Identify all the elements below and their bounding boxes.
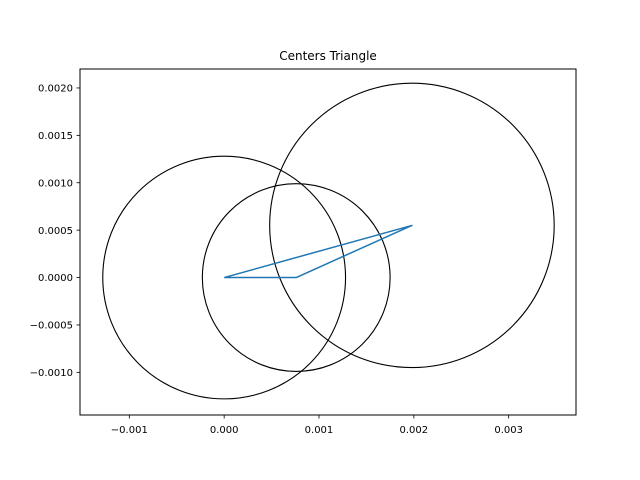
y-tick-label: −0.0010 <box>30 368 73 379</box>
x-axis: −0.001 0.000 0.001 0.002 0.003 <box>111 415 523 436</box>
y-tick-label: 0.0010 <box>38 178 73 189</box>
x-tick-label: 0.001 <box>305 425 334 436</box>
x-tick-label: −0.001 <box>111 425 148 436</box>
circle-1 <box>102 155 347 400</box>
x-tick-label: 0.000 <box>210 425 239 436</box>
y-tick-label: 0.0020 <box>38 84 73 95</box>
y-axis: −0.0010 −0.0005 0.0000 0.0005 0.0010 0.0015 0.… <box>30 84 80 379</box>
y-tick-label: 0.0005 <box>38 226 73 237</box>
x-tick-label: 0.003 <box>494 425 523 436</box>
circle-2 <box>201 183 391 372</box>
y-tick-label: 0.0000 <box>38 273 73 284</box>
y-tick-label: 0.0015 <box>38 131 73 142</box>
x-tick-label: 0.002 <box>400 425 429 436</box>
series-line-1 <box>223 224 413 279</box>
series-layer <box>223 224 413 279</box>
plot-frame <box>79 68 577 416</box>
circle-3 <box>269 82 555 369</box>
chart-title: Centers Triangle <box>279 49 377 63</box>
circles-layer <box>102 82 555 400</box>
y-tick-label: −0.0005 <box>30 321 73 332</box>
